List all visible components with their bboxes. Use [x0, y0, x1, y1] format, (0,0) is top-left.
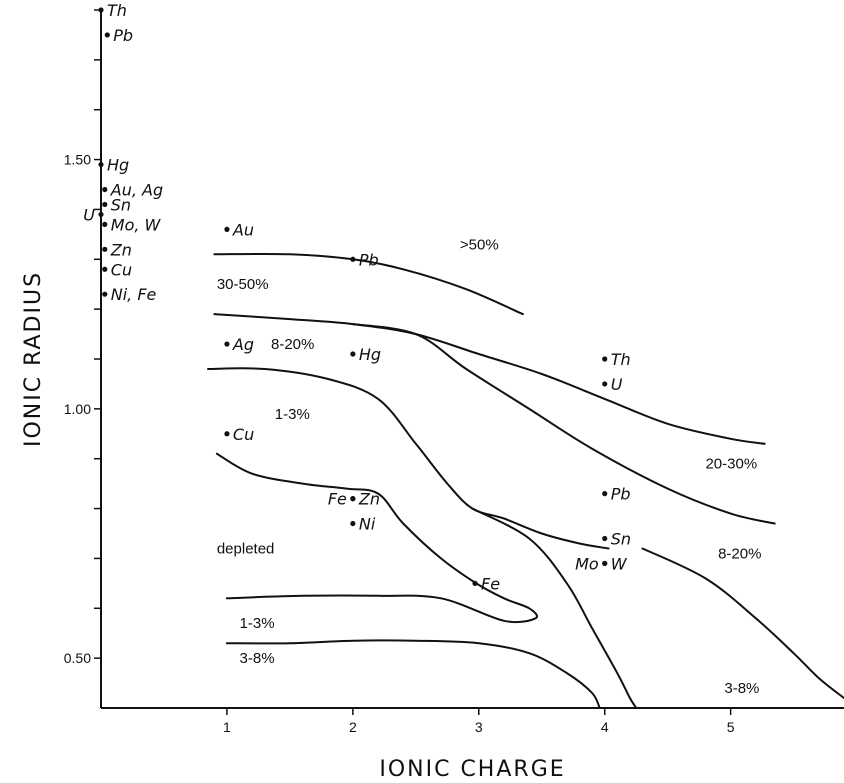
- contour-curve: [213, 252, 524, 316]
- point-label: Pb: [611, 485, 631, 504]
- data-point: [224, 226, 230, 232]
- contour-curve: [215, 452, 538, 624]
- data-point: [602, 535, 608, 542]
- region-label: 30-50%: [217, 276, 269, 293]
- contour-curve: [207, 367, 610, 550]
- contour-curve: [641, 547, 844, 699]
- point-label: Th: [107, 1, 127, 20]
- point-label: U: [611, 375, 623, 394]
- point-label: Mo, W: [111, 215, 162, 234]
- data-point: [102, 291, 108, 297]
- x-tick-label: 3: [475, 719, 483, 735]
- point-label: Th: [611, 350, 631, 369]
- region-label: 8-20%: [718, 545, 761, 562]
- point-label: Au: [232, 220, 254, 239]
- data-point: [472, 580, 478, 586]
- data-point: [98, 161, 104, 168]
- region-label: >50%: [460, 236, 499, 253]
- data-point: [224, 431, 230, 437]
- point-label: Hg: [359, 345, 381, 364]
- axes: 0.50 1.00 1.50 1 2 3 4 5: [64, 9, 844, 735]
- region-labels: >50% 30-50% 8-20% 1-3% 20-30% 8-20% depleted 1-…: [217, 236, 762, 697]
- point-label: Zn: [110, 240, 132, 259]
- contour-curve: [225, 639, 601, 709]
- point-label: W: [611, 554, 628, 573]
- point-label: Hg: [107, 156, 129, 175]
- data-point: [350, 256, 356, 262]
- x-tick-label: 1: [223, 719, 231, 735]
- point-label: Pb: [113, 26, 133, 45]
- region-label: 3-8%: [240, 650, 275, 667]
- point-label: Ni, Fe: [111, 285, 157, 304]
- data-point: [104, 32, 110, 38]
- data-point: [102, 186, 108, 193]
- x-tick-label: 4: [601, 719, 609, 735]
- contour-curve: [471, 507, 638, 709]
- point-label: Ni: [359, 515, 376, 534]
- data-point: [602, 381, 608, 387]
- region-label: depleted: [217, 540, 275, 557]
- data-point: [102, 221, 108, 227]
- region-label: 3-8%: [724, 680, 759, 697]
- point-label: Pb: [359, 250, 379, 269]
- contour-curve: [213, 313, 766, 445]
- x-axis-title: IONIC CHARGE: [379, 757, 565, 782]
- point-label: Zn: [358, 490, 380, 509]
- data-point: [224, 341, 230, 347]
- point-label: Fe: [481, 574, 500, 593]
- region-label: 1-3%: [275, 406, 310, 423]
- data-point: [102, 266, 108, 272]
- data-point: [102, 246, 108, 252]
- point-label: Cu: [233, 425, 254, 444]
- point-label: Sn: [611, 529, 631, 548]
- point-label: Au, Ag: [110, 180, 163, 199]
- point-label: Fe: [328, 490, 347, 509]
- y-axis-title: IONIC RADIUS: [21, 271, 46, 447]
- x-tick-label: 2: [349, 719, 357, 735]
- y-tick-label: 0.50: [64, 650, 91, 666]
- point-label: U: [83, 205, 95, 224]
- data-point: [98, 211, 104, 218]
- data-point: [602, 356, 608, 362]
- y-tick-label: 1.00: [64, 401, 91, 417]
- region-label: 1-3%: [240, 615, 275, 632]
- contour-curve: [351, 323, 776, 525]
- data-point: [98, 7, 104, 13]
- data-point: [102, 201, 108, 208]
- region-label: 20-30%: [705, 456, 757, 473]
- point-label: Sn: [111, 195, 131, 214]
- region-label: 8-20%: [271, 336, 314, 353]
- point-label: Cu: [111, 260, 132, 279]
- x-tick-label: 5: [727, 719, 735, 735]
- point-label: Mo: [575, 554, 599, 573]
- data-point: [602, 491, 608, 497]
- point-label: Ag: [232, 335, 254, 354]
- data-point: [350, 496, 356, 502]
- data-point: [350, 520, 356, 527]
- contour-curves: [207, 252, 844, 709]
- data-point: [350, 351, 356, 357]
- y-tick-label: 1.50: [64, 152, 91, 168]
- data-point: [602, 560, 608, 567]
